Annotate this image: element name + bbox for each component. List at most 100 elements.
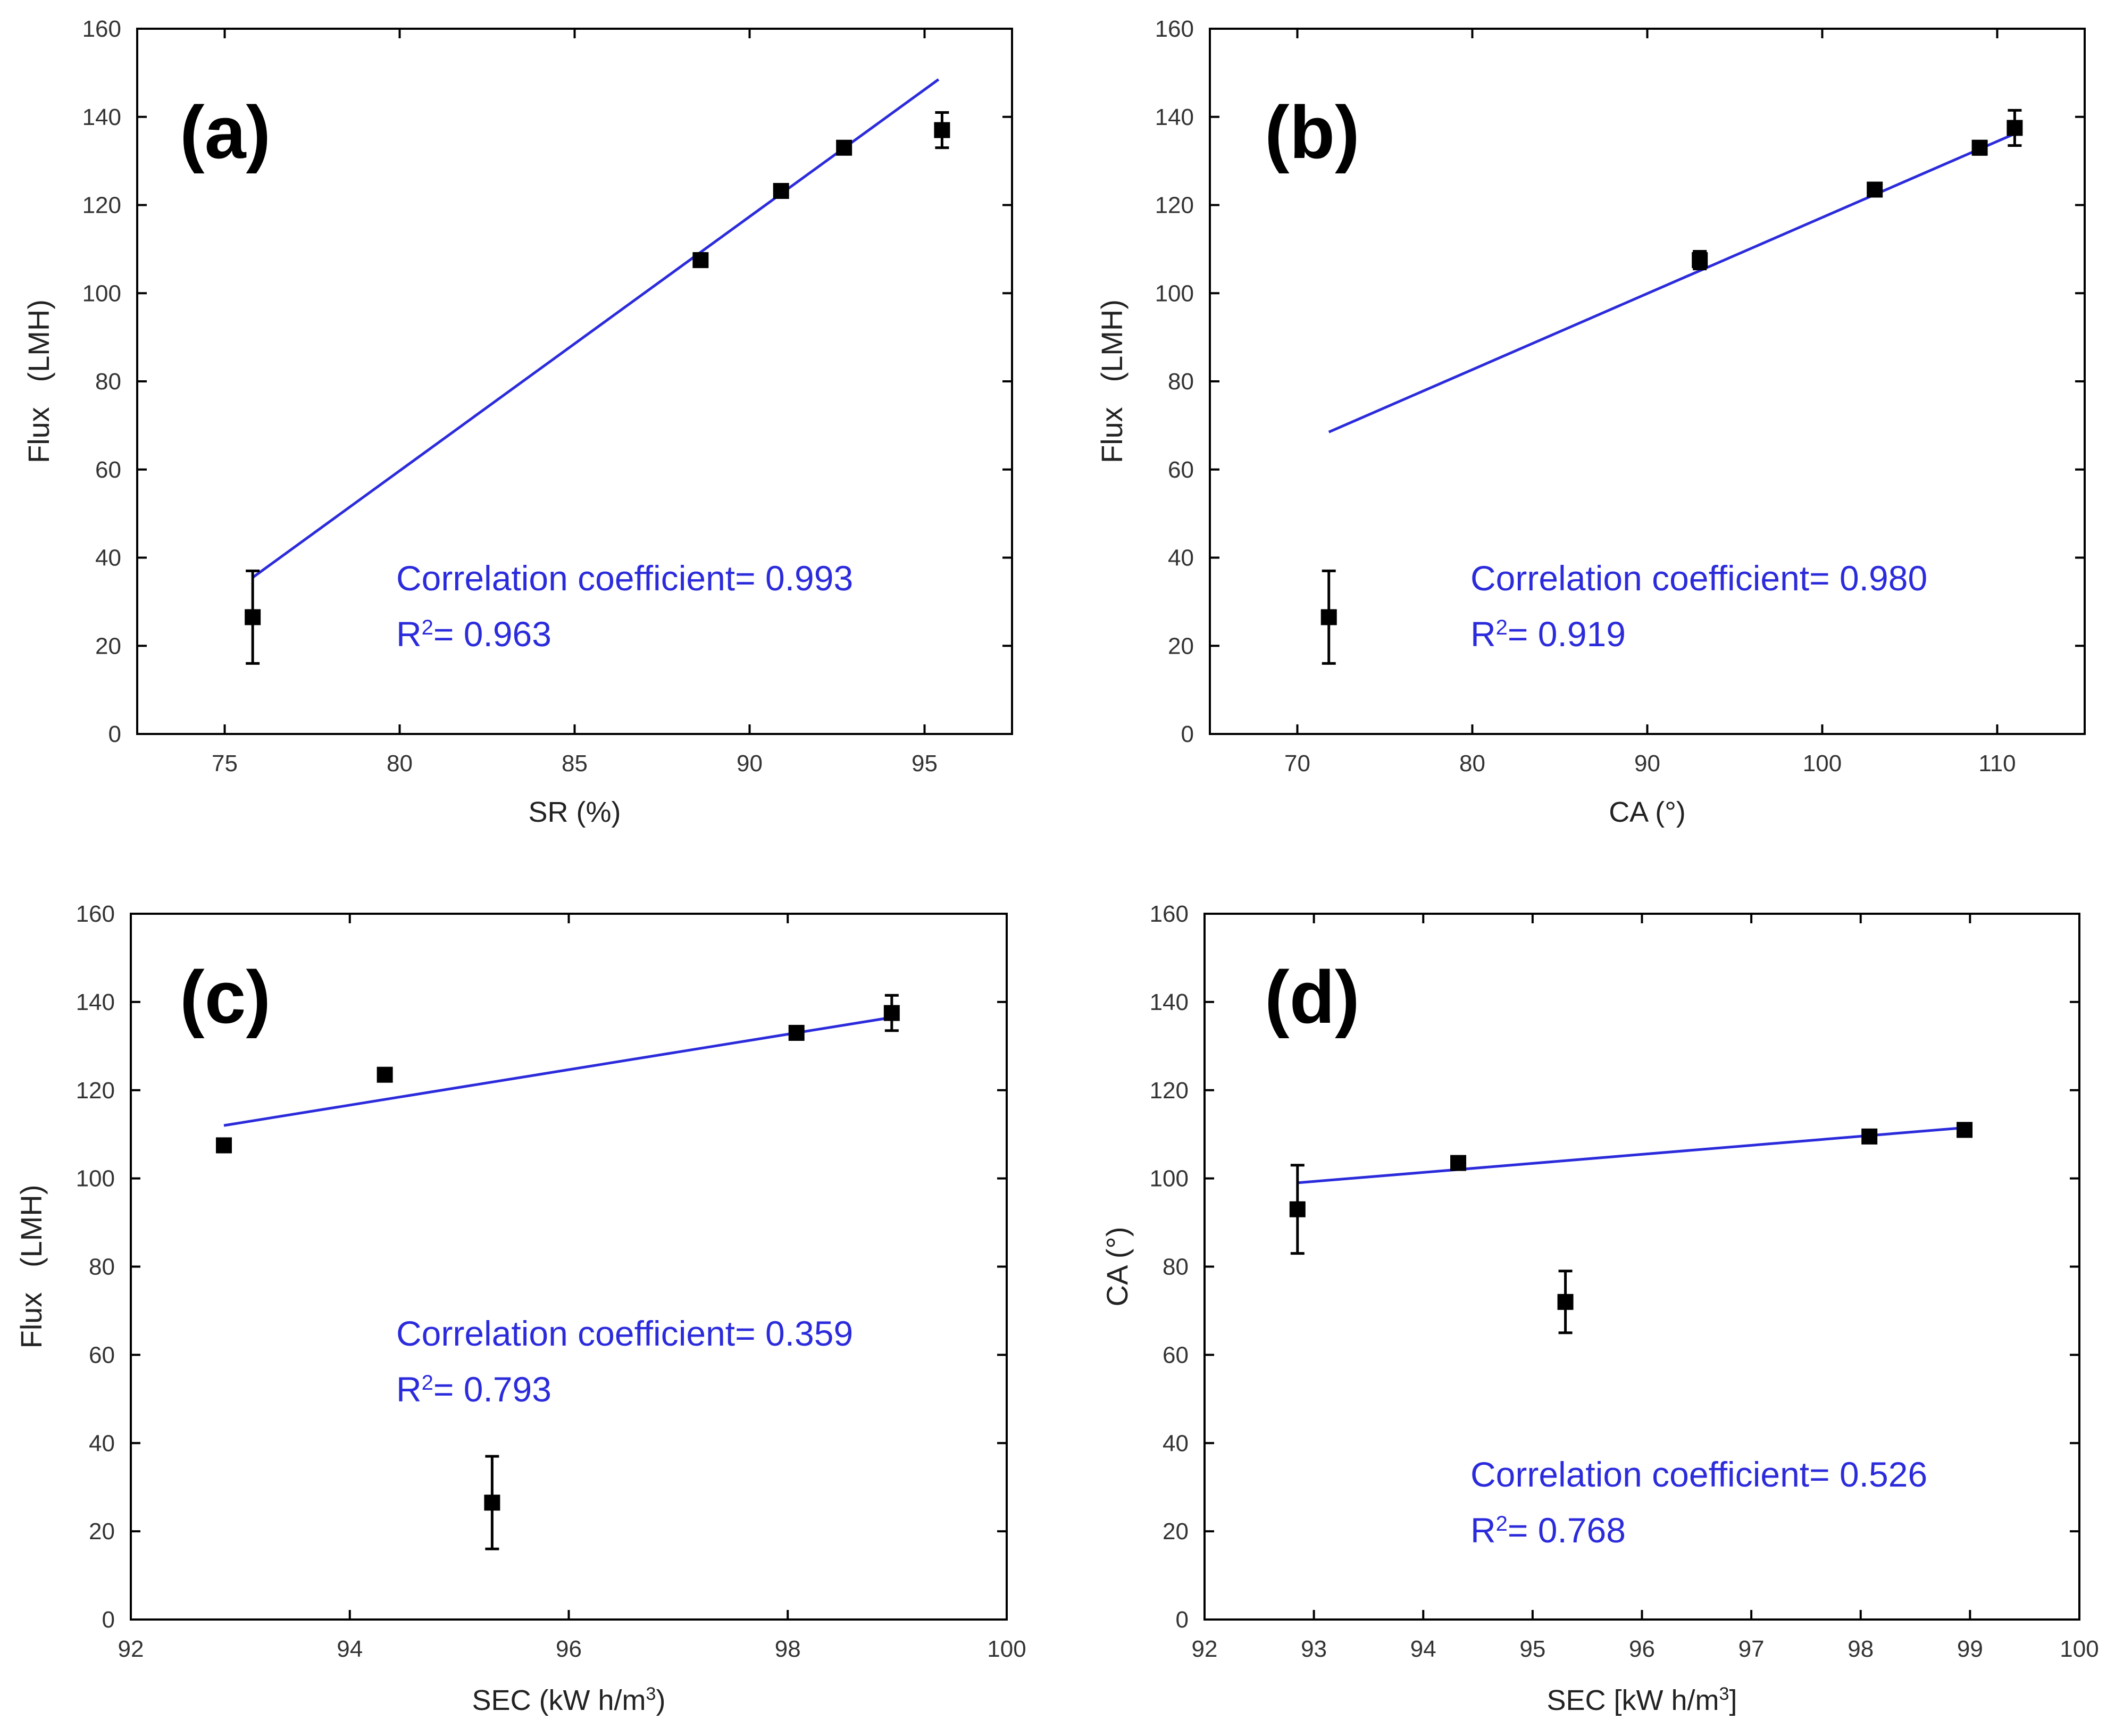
y-tick-label: 0 [108, 721, 121, 747]
y-tick-label: 100 [82, 280, 121, 306]
y-tick-label: 40 [1168, 545, 1194, 571]
y-tick-label: 20 [95, 633, 121, 659]
fit-line [252, 78, 940, 579]
y-tick-label: 40 [1163, 1430, 1189, 1456]
correlation-coefficient-label: Correlation coefficient= 0.526 [1470, 1455, 1927, 1494]
y-tick-label: 160 [1150, 901, 1189, 927]
data-point [788, 1024, 805, 1041]
y-tick-label: 120 [82, 193, 121, 219]
x-tick-label: 100 [1803, 750, 1842, 777]
y-tick-label: 20 [89, 1518, 115, 1545]
correlation-coefficient-label: Correlation coefficient= 0.359 [396, 1314, 853, 1353]
panel-label: (d) [1265, 955, 1360, 1039]
data-point [883, 1005, 900, 1021]
r-squared-label: R2= 0.768 [1470, 1510, 1626, 1550]
fit-line [1328, 133, 2014, 433]
x-axis-label: SEC [kW h/m3] [1547, 1684, 1737, 1716]
data-point [1971, 139, 1988, 156]
y-tick-label: 60 [1163, 1342, 1189, 1368]
y-tick-label: 160 [76, 901, 115, 927]
x-tick-label: 100 [2060, 1636, 2099, 1662]
r-squared-label: R2= 0.793 [396, 1370, 551, 1409]
y-tick-label: 160 [1155, 16, 1194, 42]
data-point [245, 609, 261, 625]
y-tick-label: 100 [1150, 1166, 1189, 1192]
data-point [377, 1066, 393, 1083]
data-point [1289, 1201, 1306, 1217]
y-axis-label: CA (°) [1100, 1227, 1134, 1307]
data-point [1320, 609, 1337, 625]
x-axis-label: CA (°) [1609, 796, 1686, 828]
y-tick-label: 0 [102, 1607, 115, 1633]
data-point [1692, 252, 1708, 269]
y-tick-label: 60 [95, 457, 121, 483]
x-tick-label: 97 [1738, 1636, 1765, 1662]
chart-panel-c: 92 94 96 98 100 0 20 40 60 80 100 120 140 160 SEC (kW … [14, 901, 1026, 1716]
x-tick-label: 94 [1410, 1636, 1436, 1662]
panel-label: (b) [1265, 90, 1360, 174]
data-point [1450, 1155, 1467, 1171]
x-tick-label: 98 [1848, 1636, 1874, 1662]
x-tick-label: 92 [118, 1636, 144, 1662]
y-tick-label: 80 [1163, 1254, 1189, 1280]
data-point [1957, 1122, 1973, 1138]
y-tick-label: 80 [1168, 369, 1194, 395]
y-tick-label: 60 [1168, 457, 1194, 483]
data-point [1861, 1128, 1878, 1145]
x-axis-label: SR (%) [529, 796, 621, 828]
x-tick-label: 93 [1301, 1636, 1327, 1662]
data-point [836, 139, 852, 156]
data-point [692, 252, 709, 269]
y-tick-label: 80 [95, 369, 121, 395]
y-tick-label: 40 [95, 545, 121, 571]
data-point [484, 1495, 500, 1511]
x-tick-label: 96 [556, 1636, 582, 1662]
panel-label: (a) [180, 90, 271, 174]
x-tick-label: 95 [1519, 1636, 1545, 1662]
x-tick-label: 85 [562, 750, 588, 777]
x-tick-label: 80 [1459, 750, 1485, 777]
data-point [1557, 1293, 1574, 1310]
y-tick-label: 60 [89, 1342, 115, 1368]
y-tick-label: 140 [1150, 989, 1189, 1015]
data-point [934, 122, 950, 138]
y-axis-label: Flux (LMH) [22, 299, 55, 463]
x-tick-label: 110 [1978, 750, 2016, 777]
x-tick-label: 75 [212, 750, 238, 777]
x-tick-label: 90 [737, 750, 763, 777]
data-point [773, 182, 789, 199]
fit-line [1297, 1126, 1965, 1184]
y-tick-label: 120 [76, 1078, 115, 1104]
y-tick-label: 40 [89, 1430, 115, 1456]
x-tick-label: 95 [912, 750, 938, 777]
x-tick-label: 80 [387, 750, 413, 777]
x-axis-label: SEC (kW h/m3) [472, 1684, 666, 1716]
y-tick-label: 20 [1168, 633, 1194, 659]
y-tick-label: 160 [82, 16, 121, 42]
data-point [2007, 120, 2023, 136]
y-tick-label: 0 [1181, 721, 1194, 747]
r-squared-label: R2= 0.963 [396, 614, 551, 654]
x-tick-label: 98 [775, 1636, 801, 1662]
x-tick-label: 94 [337, 1636, 363, 1662]
y-tick-label: 100 [76, 1166, 115, 1192]
fit-line [223, 1016, 892, 1127]
data-point [1867, 181, 1883, 198]
y-tick-label: 80 [89, 1254, 115, 1280]
x-tick-label: 99 [1957, 1636, 1983, 1662]
y-tick-label: 120 [1150, 1078, 1189, 1104]
chart-panel-d: 92 93 94 95 96 97 98 99 100 0 20 40 60 80 100 120 140 160… [1100, 901, 2099, 1716]
chart-panel-b: 70 80 90 100 110 0 20 40 60 80 100 120 140 160 CA (°) F… [1095, 16, 2086, 828]
x-tick-label: 70 [1284, 750, 1310, 777]
data-point [215, 1137, 232, 1154]
y-tick-label: 0 [1176, 1607, 1189, 1633]
y-tick-label: 120 [1155, 193, 1194, 219]
correlation-coefficient-label: Correlation coefficient= 0.980 [1470, 558, 1927, 598]
y-tick-label: 140 [1155, 104, 1194, 130]
panel-label: (c) [180, 955, 271, 1039]
y-tick-label: 20 [1163, 1518, 1189, 1545]
x-tick-label: 96 [1629, 1636, 1655, 1662]
correlation-coefficient-label: Correlation coefficient= 0.993 [396, 558, 853, 598]
x-tick-label: 100 [987, 1636, 1026, 1662]
